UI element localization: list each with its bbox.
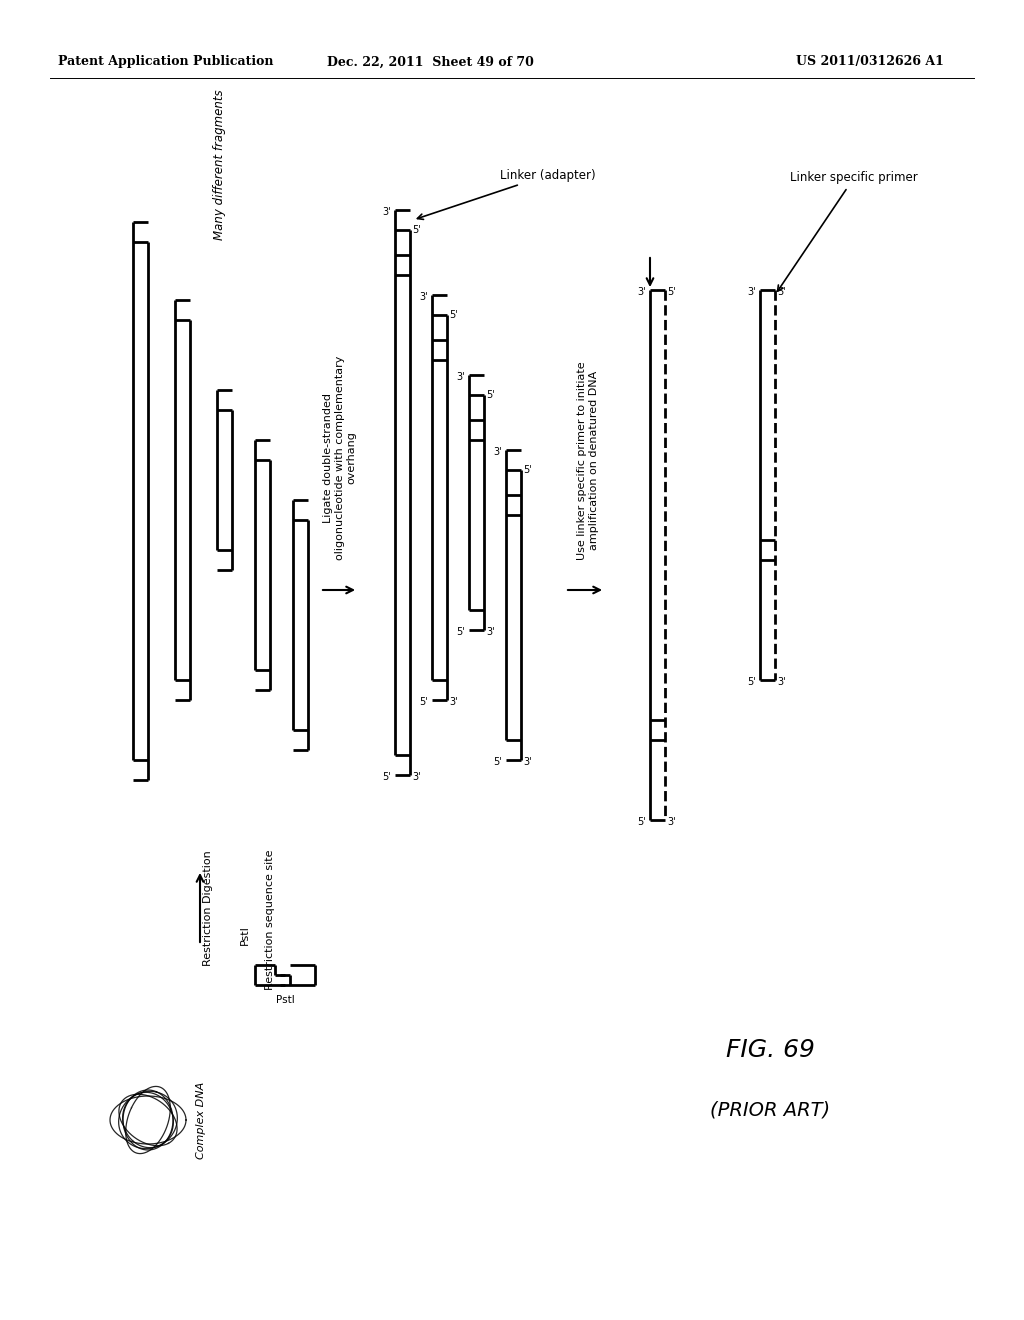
Text: US 2011/0312626 A1: US 2011/0312626 A1	[796, 55, 944, 69]
Text: Restriction Digestion: Restriction Digestion	[203, 850, 213, 966]
Text: 5': 5'	[457, 627, 465, 638]
Text: 5': 5'	[449, 310, 458, 319]
Text: 3': 3'	[412, 772, 421, 781]
Text: 5': 5'	[412, 224, 421, 235]
Text: 5': 5'	[637, 817, 646, 828]
Text: 5': 5'	[419, 697, 428, 708]
Text: 5': 5'	[523, 465, 531, 475]
Text: Many different fragments: Many different fragments	[213, 90, 226, 240]
Text: 5': 5'	[777, 286, 785, 297]
Text: PstI: PstI	[240, 925, 250, 945]
Text: 3': 3'	[449, 697, 458, 708]
Text: (PRIOR ART): (PRIOR ART)	[710, 1101, 830, 1119]
Text: 3': 3'	[523, 756, 531, 767]
Text: 3': 3'	[777, 677, 785, 686]
Text: Ligate double-stranded
oligonucleotide with complementary
overhang: Ligate double-stranded oligonucleotide w…	[324, 355, 356, 560]
Text: 3': 3'	[420, 292, 428, 302]
Text: 3': 3'	[748, 286, 756, 297]
Text: 3': 3'	[486, 627, 495, 638]
Text: Complex DNA: Complex DNA	[196, 1081, 206, 1159]
Text: 5': 5'	[748, 677, 756, 686]
Text: Linker specific primer: Linker specific primer	[777, 172, 918, 292]
Text: Patent Application Publication: Patent Application Publication	[58, 55, 273, 69]
Text: 3': 3'	[382, 207, 391, 216]
Text: 3': 3'	[667, 817, 676, 828]
Text: 5': 5'	[382, 772, 391, 781]
Text: 3': 3'	[637, 286, 646, 297]
Text: FIG. 69: FIG. 69	[726, 1038, 814, 1063]
Text: 3': 3'	[457, 372, 465, 381]
Text: Use linker specific primer to initiate
amplification on denatured DNA: Use linker specific primer to initiate a…	[578, 362, 599, 560]
Text: 5': 5'	[667, 286, 676, 297]
Text: PstI: PstI	[275, 995, 294, 1005]
Text: Dec. 22, 2011  Sheet 49 of 70: Dec. 22, 2011 Sheet 49 of 70	[327, 55, 534, 69]
Text: 5': 5'	[486, 389, 495, 400]
Text: Linker (adapter): Linker (adapter)	[418, 169, 596, 219]
Text: 5': 5'	[494, 756, 502, 767]
Text: Restriction sequence site: Restriction sequence site	[265, 850, 275, 990]
Text: 3': 3'	[494, 447, 502, 457]
